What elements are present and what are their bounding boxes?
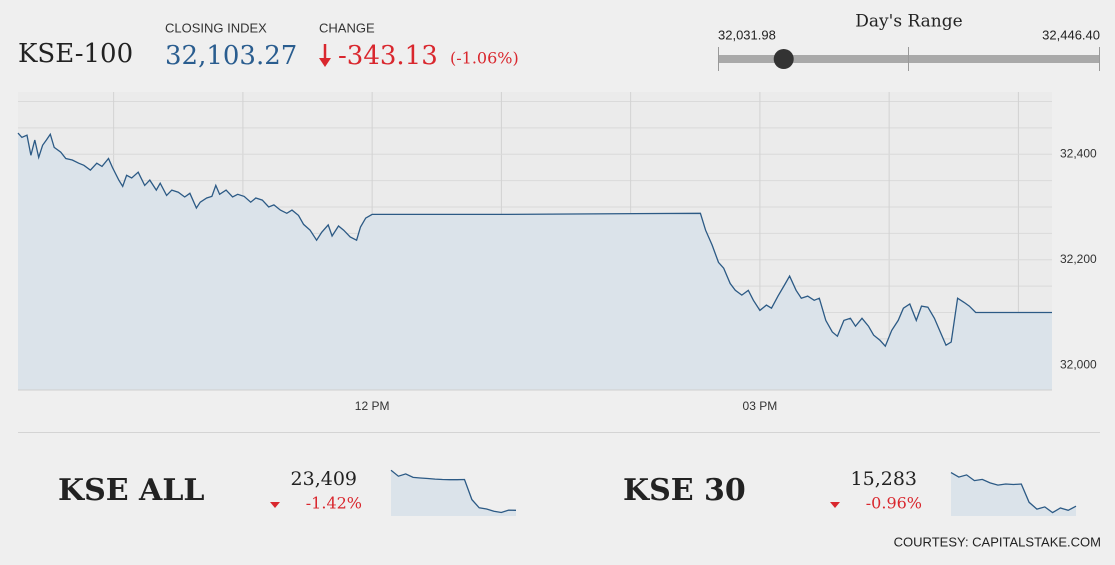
courtesy: COURTESY: CAPITALSTAKE.COM [894, 534, 1101, 549]
range-title: Day's Range [855, 12, 962, 32]
sub-index-value: 23,409 [291, 468, 357, 490]
range-high: 32,446.40 [1042, 27, 1100, 42]
closing-value: 32,103.27 [165, 41, 297, 71]
sparkline [950, 472, 1077, 514]
sub-index-title: KSE ALL [58, 473, 205, 508]
sparklines: KSE ALL 23,409 -1.42% KSE 30 15,283 -0.96% [58, 468, 1077, 516]
change-percent: (-1.06%) [450, 49, 519, 68]
sparkline-area [391, 470, 516, 516]
down-arrow [319, 44, 331, 67]
y-tick-label: 32,200 [1060, 252, 1097, 266]
range-track [718, 47, 1100, 71]
index-title: KSE-100 [18, 39, 133, 69]
x-tick-label: 12 PM [355, 399, 390, 413]
sparkline-area [951, 472, 1076, 516]
down-triangle [270, 502, 280, 508]
change-caption: CHANGE [319, 20, 375, 35]
sparkline [390, 469, 517, 514]
range-marker [773, 49, 794, 69]
x-tick-label: 03 PM [743, 399, 778, 413]
main-chart: 32,000 32,200 32,400 12 PM 03 PM [17, 92, 1097, 413]
sub-index-value: 15,283 [851, 468, 917, 490]
y-tick-label: 32,400 [1060, 146, 1097, 160]
change-value: -343.13 [338, 41, 438, 71]
line [17, 132, 1052, 348]
y-tick-label: 32,000 [1060, 357, 1097, 371]
area [18, 133, 1052, 390]
sub-index-change: -0.96% [866, 494, 922, 513]
closing-caption: CLOSING INDEX [165, 20, 267, 35]
down-triangle [830, 502, 840, 508]
range-low: 32,031.98 [718, 27, 776, 42]
sub-index-change: -1.42% [306, 494, 362, 513]
sub-index-title: KSE 30 [623, 473, 746, 508]
